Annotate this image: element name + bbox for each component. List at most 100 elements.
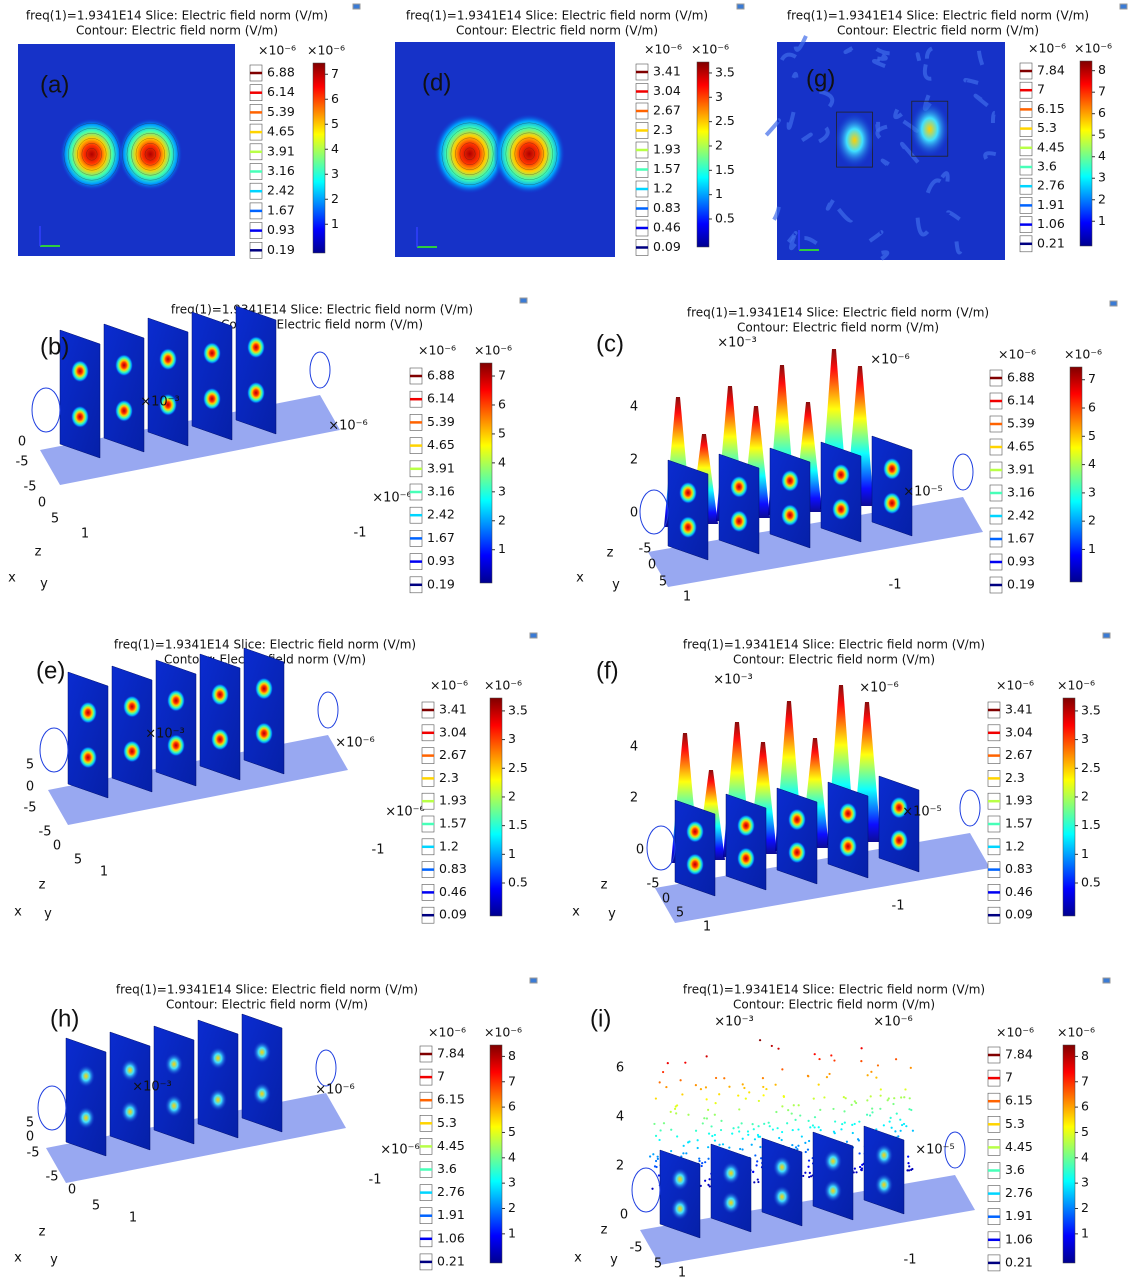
field-blob: [839, 835, 857, 858]
field-dot: [652, 1153, 655, 1156]
icon: [529, 632, 538, 639]
axis-text: 0: [26, 1130, 34, 1145]
contour-level: 2.76: [1005, 1185, 1033, 1200]
axis-text: ×10⁻⁶: [315, 1083, 355, 1098]
field-dot: [774, 1083, 777, 1086]
field-dot: [843, 1110, 846, 1113]
field-dot: [737, 1094, 740, 1097]
colorbar-tick-label: 4: [508, 1149, 516, 1164]
panel-label: (a): [40, 71, 69, 98]
field-dot: [857, 1139, 861, 1142]
contour-level: 2.67: [439, 747, 467, 762]
colorbar-tick-label: 2: [1088, 513, 1096, 528]
field-dot: [897, 1135, 900, 1138]
contour: [122, 123, 179, 186]
end-contour: [31, 387, 61, 433]
contour-level: 1.93: [1005, 793, 1033, 808]
field-dot: [797, 1144, 800, 1147]
field-blob: [493, 113, 566, 194]
field-dot: [910, 1168, 913, 1171]
axis-text: 1: [683, 590, 691, 605]
icon: [1102, 632, 1111, 639]
field-dot: [860, 1047, 863, 1050]
field-dot: [817, 1083, 820, 1086]
field-dot: [676, 1135, 679, 1138]
axis-text: 0: [53, 839, 61, 854]
field-dot: [861, 1163, 864, 1166]
field-dot: [753, 1138, 757, 1141]
contour-level: 1.67: [427, 530, 455, 545]
contour-level: 1.2: [1005, 838, 1025, 853]
field-dot: [669, 1110, 672, 1113]
colorbar: [1062, 697, 1076, 917]
slice: [776, 787, 818, 885]
contour-level: 1.93: [653, 142, 681, 157]
contour-exponent: ×10⁻⁶: [1028, 41, 1066, 56]
axis-text: x: [8, 571, 16, 586]
icon: [1119, 3, 1128, 10]
field-blob: [123, 695, 141, 718]
colorbar-tick-label: 1: [1081, 1225, 1089, 1240]
axis-text: y: [612, 578, 620, 593]
colorbar-tick-label: 1: [1081, 846, 1089, 861]
field-blob: [253, 1041, 271, 1064]
field-blob: [875, 1173, 893, 1196]
contour-exponent: ×10⁻⁶: [258, 43, 296, 58]
slice: [761, 1137, 803, 1227]
axis-text: 5: [74, 853, 82, 868]
field-dot: [875, 1076, 878, 1079]
contour: [144, 148, 156, 161]
field-dot: [807, 1119, 810, 1122]
field-dot: [776, 1127, 779, 1130]
field-dot: [909, 1066, 912, 1069]
field-noise: [946, 210, 961, 221]
field-blob: [167, 734, 185, 757]
field-noise: [990, 110, 996, 123]
field-dot: [728, 1146, 731, 1149]
field-dot: [804, 1171, 807, 1174]
axis-text: -5: [24, 480, 37, 495]
field-dot: [701, 1122, 704, 1125]
field-blob: [839, 802, 857, 825]
field-dot: [819, 1108, 822, 1111]
panel-subtitle: Contour: Electric field norm (V/m): [837, 24, 1039, 38]
field-dot: [758, 1135, 762, 1138]
contour-level: 6.88: [267, 65, 295, 80]
colorbar-tick-label: 3: [1088, 484, 1096, 499]
field-dot: [865, 1113, 869, 1116]
panel-subtitle: Contour: Electric field norm (V/m): [76, 24, 278, 38]
field-dot: [723, 1077, 726, 1080]
contour: [464, 147, 476, 161]
field-dot: [750, 1143, 753, 1146]
colorbar-tick-label: 3: [331, 166, 339, 181]
field-dot: [696, 1139, 699, 1142]
field-noise: [875, 47, 890, 56]
contour-level: 3.41: [1005, 702, 1033, 717]
colorbar-tick-label: 7: [498, 368, 506, 383]
field-noise: [924, 46, 934, 59]
contour-level: 0.93: [267, 222, 295, 237]
field-dot: [758, 1039, 762, 1042]
contour-level: 4.45: [1005, 1139, 1033, 1154]
field-dot: [882, 1124, 885, 1127]
field-dot: [765, 1087, 768, 1091]
field-dot: [728, 1085, 731, 1088]
colorbar-exponent: ×10⁻⁶: [484, 678, 522, 693]
field-noise: [877, 53, 888, 61]
field-noise: [825, 199, 835, 211]
axis-text: x: [574, 1251, 582, 1266]
colorbar-tick-label: 0.5: [1081, 875, 1101, 890]
field-blob: [71, 405, 89, 428]
field-blob: [788, 841, 806, 864]
panel-title: freq(1)=1.9341E14 Slice: Electric field …: [683, 638, 985, 652]
slice: [674, 799, 716, 897]
contour-level: 3.04: [653, 83, 681, 98]
field-dot: [656, 1155, 659, 1158]
field-dot: [701, 1162, 704, 1165]
slice: [111, 665, 153, 793]
axis-text: 2: [616, 1159, 624, 1174]
contour-level: 3.91: [427, 460, 455, 475]
contour: [131, 133, 170, 176]
contour-level: 4.65: [1007, 439, 1035, 454]
colorbar-exponent: ×10⁻⁶: [484, 1025, 522, 1040]
